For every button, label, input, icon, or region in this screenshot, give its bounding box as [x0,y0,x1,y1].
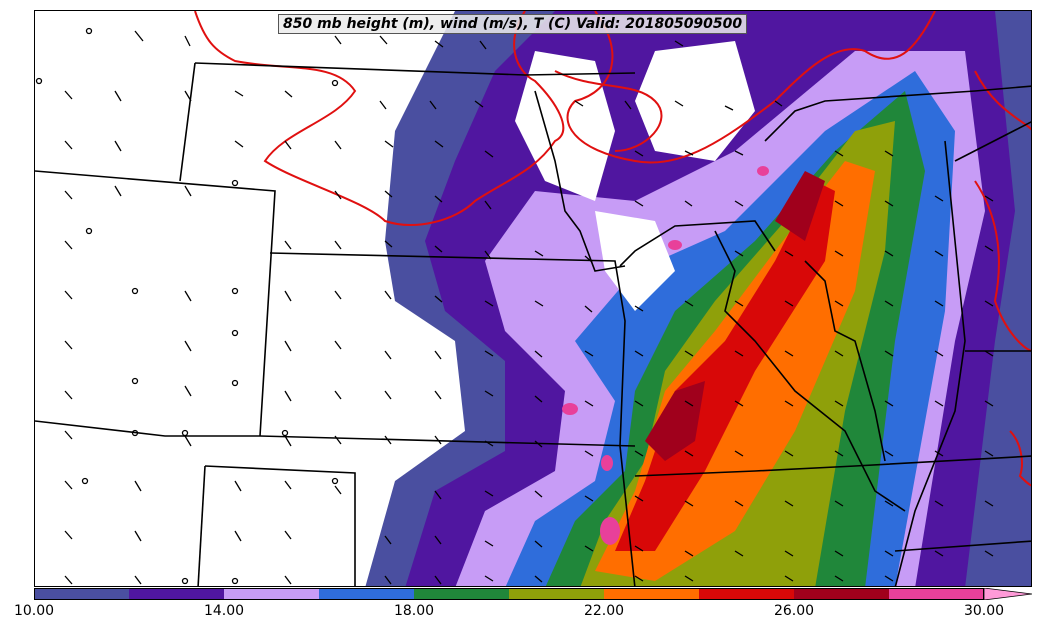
border-4 [194,62,636,76]
border-15 [894,540,1031,552]
weather-map [34,10,1032,587]
colorbar-segment [129,588,225,600]
colorbar-tick-label: 30.00 [963,603,1005,619]
contour-spot-5 [601,455,613,471]
contour-band-9b [775,171,825,241]
border-5 [269,252,636,586]
border-7 [197,465,206,586]
map-canvas [35,11,1031,586]
colorbar-tick-label: 26.00 [773,603,815,619]
contour-band-8 [615,181,835,551]
filled-contours [365,11,1031,586]
colorbar-segment [604,588,700,600]
colorbar-segment [699,588,795,600]
colorbar-segment [414,588,510,600]
colorbar-tick-label: 18.00 [393,603,435,619]
clear-area-2 [595,211,675,311]
border-3 [179,62,196,182]
border-17 [954,121,1031,162]
clear-area-3 [635,41,755,161]
isotherm-5 [974,180,1031,352]
border-11 [714,230,906,512]
colorbar-segment [224,588,320,600]
isotherm-lines [194,11,1031,487]
colorbar-tick-label: 14.00 [203,603,245,619]
colorbar-tick-label: 10.00 [13,603,55,619]
isotherm-1 [194,11,565,226]
clear-area-1 [515,51,615,201]
isotherm-3 [554,70,663,152]
colorbar-segment [509,588,605,600]
colorbar-segment [319,588,415,600]
border-13 [804,260,886,462]
contour-spot-4 [757,166,769,176]
isotherm-2 [566,11,936,164]
map-title: 850 mb height (m), wind (m/s), T (C) Val… [278,14,748,34]
border-8 [619,220,776,267]
colorbar-segment [889,588,985,600]
colorbar-segment [34,588,130,600]
border-2 [35,420,636,447]
isotherm-4 [974,70,1031,131]
state-borders [35,62,1031,586]
colorbar [34,588,1032,600]
contour-band-9 [645,381,705,461]
border-12 [764,85,1031,142]
contour-spot-2 [562,403,578,415]
wind-barbs [64,30,994,585]
border-6 [204,465,356,586]
border-10 [634,455,1031,477]
contour-spot-1 [600,517,620,545]
colorbar-segment [794,588,890,600]
border-9 [534,90,626,272]
colorbar-extension-arrow [983,588,1032,600]
calm-wind-markers [35,27,339,585]
border-1 [35,170,276,437]
contour-spot-3 [668,240,682,250]
colorbar-tick-label: 22.00 [583,603,625,619]
isotherm-6 [1009,430,1031,487]
colorbar-border [34,588,984,600]
border-14 [894,140,966,586]
